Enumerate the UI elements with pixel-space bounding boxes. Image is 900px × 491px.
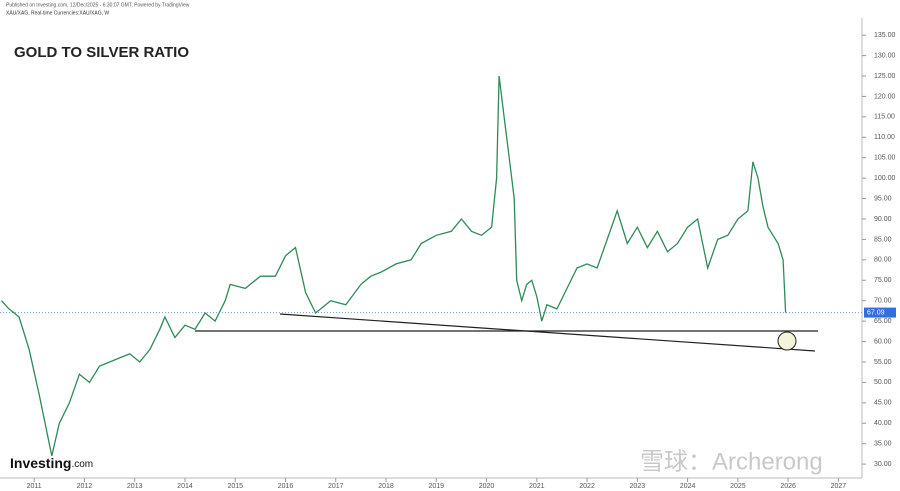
y-tick-label: 90.00: [874, 216, 892, 223]
price-line: [1, 75, 787, 457]
y-tick-label: 50.00: [874, 379, 892, 386]
y-tick-label: 60.00: [874, 338, 892, 345]
chart-title: GOLD TO SILVER RATIO: [14, 44, 189, 61]
current-price-box: [864, 307, 896, 318]
x-tick-label: 2017: [328, 483, 344, 490]
y-tick-label: 40.00: [874, 420, 892, 427]
y-tick-label: 65.00: [874, 318, 892, 325]
y-tick-label: 115.00: [874, 114, 895, 121]
x-tick-label: 2025: [730, 483, 746, 490]
y-tick-label: 70.00: [874, 298, 892, 305]
x-tick-label: 2020: [479, 483, 495, 490]
x-tick-label: 2019: [428, 483, 444, 490]
current-price-label: 67.09: [867, 309, 885, 316]
x-tick-label: 2018: [378, 483, 394, 490]
y-tick-label: 95.00: [874, 195, 892, 202]
plot: 30.00 35.00 40.00 45.00 50.00 55.00 60.00 65.00…: [0, 32, 896, 490]
x-tick-label: 2021: [529, 483, 545, 490]
symbol: XAU/XAG, Real-time Currencies:XAU/XAG, W: [6, 10, 109, 16]
y-tick-label: 80.00: [874, 257, 892, 264]
y-tick-label: 135.00: [874, 32, 896, 39]
watermark: 雪球：Archerong: [640, 448, 823, 475]
y-tick-label: 105.00: [874, 155, 896, 162]
y-tick-label: 85.00: [874, 236, 892, 243]
y-tick-label: 120.00: [874, 93, 896, 100]
x-tick-label: 2013: [127, 483, 143, 490]
x-tick-label: 2026: [780, 483, 796, 490]
y-tick-label: 110.00: [874, 134, 895, 141]
y-tick-label: 75.00: [874, 277, 892, 284]
y-tick-label: 100.00: [874, 175, 896, 182]
x-tick-label: 2016: [278, 483, 294, 490]
x-tick-label: 2027: [831, 483, 847, 490]
x-tick-label: 2014: [177, 483, 193, 490]
y-tick-label: 130.00: [874, 52, 896, 59]
published-note: Published on Investing.com, 12/Dec/2025 …: [6, 2, 190, 8]
logo-suffix: .com: [71, 459, 93, 470]
x-tick-label: 2022: [579, 483, 595, 490]
highlight-circle: [777, 331, 797, 351]
y-tick-label: 35.00: [874, 441, 892, 448]
y-tick-label: 30.00: [874, 461, 892, 468]
y-tick-label: 55.00: [874, 359, 892, 366]
x-tick-label: 2023: [630, 483, 646, 490]
logo: Investing.com: [10, 455, 93, 471]
y-tick-label: 125.00: [874, 73, 896, 80]
x-tick-label: 2012: [77, 483, 93, 490]
y-tick-label: 45.00: [874, 400, 892, 407]
logo-text: Investing: [10, 455, 71, 471]
x-tick-label: 2015: [227, 483, 243, 490]
x-tick-label: 2011: [27, 483, 42, 490]
trend-line: [279, 313, 816, 352]
x-tick-label: 2024: [680, 483, 696, 490]
